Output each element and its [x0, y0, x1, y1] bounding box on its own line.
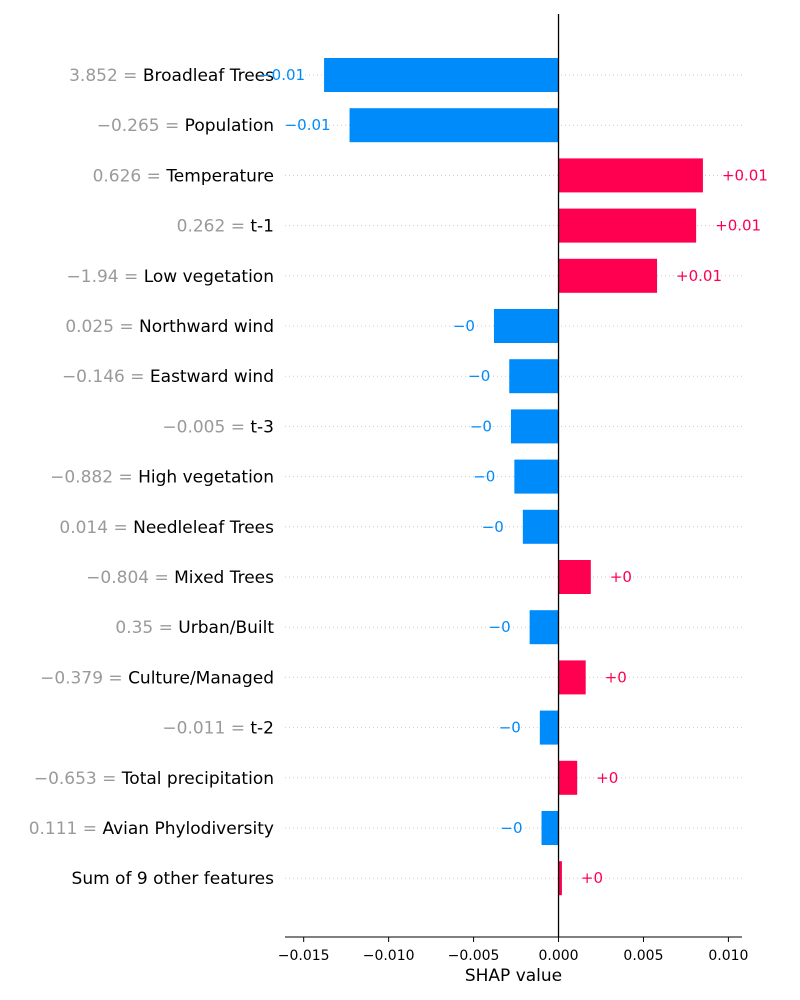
- feature-name: High vegetation: [138, 468, 274, 488]
- feature-label: −0.804 = Mixed Trees: [86, 568, 274, 588]
- feature-label: −0.379 = Culture/Managed: [40, 668, 274, 688]
- feature-name: Northward wind: [139, 317, 274, 337]
- x-tick-label: 0.000: [538, 948, 578, 964]
- shap-bar: [558, 258, 658, 293]
- feature-label: 0.025 = Northward wind: [65, 317, 274, 337]
- bar-value-label: −0.01: [285, 116, 331, 134]
- feature-value: −0.011 =: [162, 719, 250, 739]
- feature-label: 3.852 = Broadleaf Trees: [69, 66, 274, 86]
- feature-label: −0.882 = High vegetation: [50, 468, 274, 488]
- shap-bar: [558, 208, 697, 243]
- feature-label: 0.111 = Avian Phylodiversity: [29, 819, 274, 839]
- feature-value: −0.379 =: [40, 668, 128, 688]
- feature-value: −1.94 =: [67, 267, 144, 287]
- feature-name: Broadleaf Trees: [143, 66, 274, 86]
- bar-value-label: −0: [499, 719, 521, 737]
- shap-bar: [514, 459, 559, 494]
- x-axis-ticks: −0.015 −0.010 −0.005 0.000 0.005 0.010: [278, 937, 748, 964]
- bar-value-label: +0.01: [722, 166, 768, 184]
- x-tick-label: −0.005: [448, 948, 500, 964]
- feature-value: 0.262 =: [177, 217, 251, 237]
- shap-bar: [558, 660, 586, 695]
- bars: [324, 58, 703, 896]
- bar-value-label: +0.01: [676, 267, 722, 285]
- feature-value: −0.005 =: [162, 417, 250, 437]
- feature-label: 0.35 = Urban/Built: [115, 618, 274, 638]
- feature-labels: 3.852 = Broadleaf Trees −0.265 = Populati…: [29, 66, 275, 889]
- feature-label: −0.005 = t-3: [162, 417, 274, 437]
- bar-value-label: −0: [489, 618, 511, 636]
- feature-name: Eastward wind: [150, 367, 274, 387]
- feature-name: Total precipitation: [121, 769, 274, 789]
- feature-label: 0.626 = Temperature: [93, 166, 274, 186]
- feature-label: −0.265 = Population: [97, 116, 274, 136]
- feature-name: Culture/Managed: [128, 668, 274, 688]
- bar-value-label: +0: [581, 869, 603, 887]
- feature-label: −1.94 = Low vegetation: [67, 267, 274, 287]
- feature-label: 0.014 = Needleleaf Trees: [59, 518, 274, 538]
- bar-value-label: +0.01: [715, 217, 761, 235]
- feature-name: Sum of 9 other features: [72, 869, 275, 889]
- feature-value: 0.35 =: [115, 618, 178, 638]
- bar-value-label: +0: [610, 568, 632, 586]
- shap-bar: [349, 108, 559, 143]
- bar-value-label: −0: [453, 317, 475, 335]
- shap-bar: [558, 760, 578, 795]
- x-tick-label: 0.005: [623, 948, 663, 964]
- feature-name: t-3: [250, 417, 274, 437]
- feature-name: Mixed Trees: [174, 568, 274, 588]
- x-axis-title: SHAP value: [465, 966, 562, 986]
- bar-value-label: −0: [500, 819, 522, 837]
- feature-label: −0.011 = t-2: [162, 719, 274, 739]
- bar-value-label: +0: [596, 769, 618, 787]
- shap-bar: [558, 861, 562, 896]
- feature-value: −0.804 =: [86, 568, 174, 588]
- feature-value: 0.111 =: [29, 819, 103, 839]
- feature-name: Temperature: [165, 166, 274, 186]
- feature-name: Urban/Built: [178, 618, 274, 638]
- shap-bar: [539, 710, 559, 745]
- bar-value-label: −0: [468, 367, 490, 385]
- shap-bar: [541, 811, 559, 845]
- shap-bar: [558, 560, 591, 594]
- shap-bar: [509, 359, 559, 394]
- feature-value: 0.025 =: [65, 317, 139, 337]
- feature-value: 0.014 =: [59, 518, 133, 538]
- shap-bar: [324, 58, 559, 92]
- x-axis: −0.015 −0.010 −0.005 0.000 0.005 0.010 SHAP v…: [278, 936, 748, 986]
- shap-bar: [493, 309, 559, 343]
- bar-value-label: −0: [470, 417, 492, 435]
- feature-name: Population: [185, 116, 274, 136]
- feature-name: Low vegetation: [144, 267, 274, 287]
- feature-name: t-2: [250, 719, 274, 739]
- shap-bar: [522, 509, 559, 544]
- grid-lines: [285, 74, 742, 879]
- bar-value-label: −0: [482, 518, 504, 536]
- x-tick-label: −0.010: [363, 948, 415, 964]
- x-tick-label: −0.015: [278, 948, 330, 964]
- feature-label: 0.262 = t-1: [177, 217, 274, 237]
- feature-name: Avian Phylodiversity: [102, 819, 274, 839]
- bar-value-label: +0: [605, 668, 627, 686]
- feature-value: 0.626 =: [93, 166, 167, 186]
- feature-label: −0.653 = Total precipitation: [34, 769, 274, 789]
- shap-bar: [529, 610, 559, 645]
- bar-value-label: −0: [473, 468, 495, 486]
- feature-label: Sum of 9 other features: [72, 869, 275, 889]
- shap-bar: [558, 158, 703, 193]
- feature-value: −0.265 =: [97, 116, 185, 136]
- feature-value: 3.852 =: [69, 66, 143, 86]
- bar-value-label: −0.01: [259, 66, 305, 84]
- x-tick-label: 0.010: [708, 948, 748, 964]
- feature-value: −0.882 =: [50, 468, 138, 488]
- feature-value: −0.146 =: [62, 367, 150, 387]
- bar-value-labels: −0.01 −0.01 +0.01 +0.01 +0.01 −0 −0 −0 −0 −0 +0 −0 +…: [259, 66, 768, 887]
- feature-value: −0.653 =: [34, 769, 122, 789]
- feature-name: t-1: [250, 217, 274, 237]
- feature-name: Needleleaf Trees: [133, 518, 274, 538]
- shap-bar: [510, 409, 559, 444]
- feature-label: −0.146 = Eastward wind: [62, 367, 274, 387]
